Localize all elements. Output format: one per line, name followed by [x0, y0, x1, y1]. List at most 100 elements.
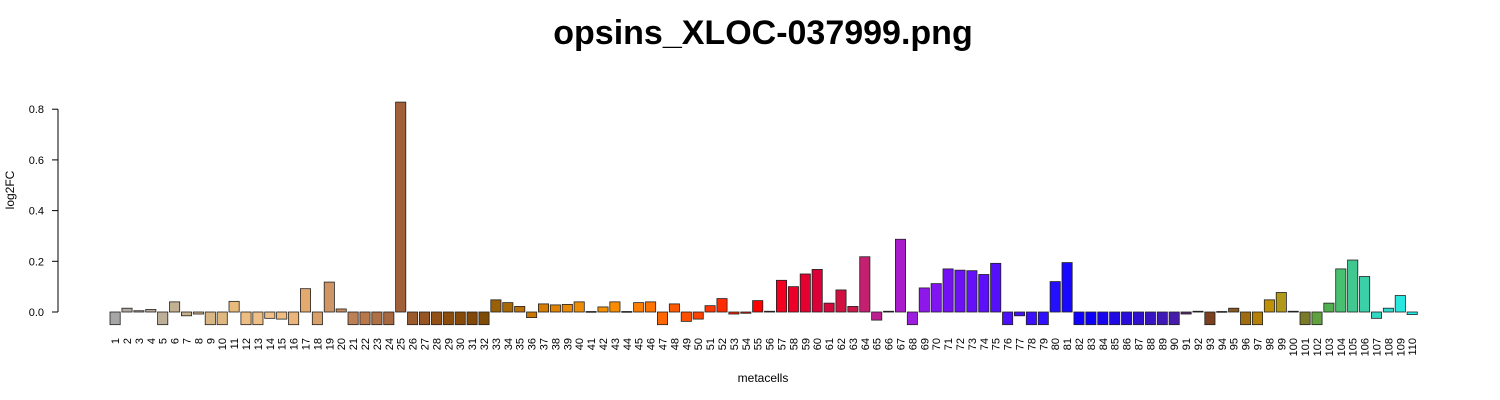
y-tick-label: 0.6	[29, 155, 44, 167]
x-tick-label: 44	[622, 338, 634, 350]
x-tick-label: 58	[788, 338, 800, 350]
x-tick-label: 101	[1300, 338, 1312, 356]
bar-metacell-12	[240, 311, 252, 326]
x-tick-label: 25	[396, 338, 408, 350]
bar-metacell-68	[906, 311, 918, 326]
x-tick-label: 52	[717, 338, 729, 350]
bar-metacell-105	[1347, 259, 1359, 313]
x-tick-label: 31	[467, 338, 479, 350]
x-tick-label: 67	[896, 338, 908, 350]
x-tick-label: 80	[1050, 338, 1062, 350]
bar-metacell-15	[276, 311, 288, 320]
bar-metacell-53	[728, 311, 740, 315]
x-tick-label: 10	[217, 338, 229, 350]
bar-metacell-102	[1311, 311, 1323, 326]
x-tick-label: 47	[658, 338, 670, 350]
x-tick-label: 105	[1348, 338, 1360, 356]
x-tick-label: 108	[1383, 338, 1395, 356]
x-tick-label: 102	[1312, 338, 1324, 356]
y-tick-label: 0.4	[29, 206, 44, 218]
bar-metacell-87	[1133, 311, 1145, 326]
bar-metacell-31	[466, 311, 478, 326]
x-tick-label: 110	[1407, 338, 1419, 356]
bar-metacell-109	[1394, 295, 1406, 313]
x-tick-label: 27	[420, 338, 432, 350]
x-tick-label: 84	[1098, 338, 1110, 350]
bar-metacell-36	[526, 311, 538, 318]
bar-metacell-69	[918, 287, 930, 313]
x-tick-label: 89	[1157, 338, 1169, 350]
bar-metacell-14	[264, 311, 276, 319]
x-tick-label: 4	[146, 338, 158, 344]
x-tick-label: 18	[312, 338, 324, 350]
bar-metacell-80	[1049, 281, 1061, 313]
x-tick-label: 87	[1134, 338, 1146, 350]
x-tick-label: 92	[1193, 338, 1205, 350]
bar-metacell-43	[609, 301, 621, 313]
bar-metacell-13	[252, 311, 264, 326]
x-tick-label: 93	[1205, 338, 1217, 350]
y-tick-label: 0.8	[29, 104, 44, 116]
x-tick-label: 94	[1217, 338, 1229, 350]
y-tick-label: 0.0	[29, 307, 44, 319]
bar-metacell-16	[288, 311, 300, 326]
x-tick-label: 75	[991, 338, 1003, 350]
x-tick-label: 90	[1169, 338, 1181, 350]
bar-metacell-22	[359, 311, 371, 326]
bar-metacell-19	[323, 281, 335, 313]
x-tick-label: 68	[907, 338, 919, 350]
bar-metacell-32	[478, 311, 490, 326]
bar-metacell-108	[1382, 307, 1394, 313]
bar-metacell-57	[776, 279, 788, 313]
x-tick-label: 56	[765, 338, 777, 350]
y-tick-label: 0.2	[29, 256, 44, 268]
x-tick-label: 2	[122, 338, 134, 344]
bar-metacell-20	[335, 308, 347, 313]
x-tick-label: 41	[586, 338, 598, 350]
bar-metacell-50	[692, 311, 704, 320]
bar-metacell-71	[942, 268, 954, 313]
x-tick-label: 20	[336, 338, 348, 350]
x-tick-label: 38	[550, 338, 562, 350]
x-tick-label: 107	[1372, 338, 1384, 356]
bar-metacell-62	[835, 289, 847, 313]
x-tick-label: 24	[384, 338, 396, 350]
x-tick-label: 61	[824, 338, 836, 350]
bar-metacell-38	[549, 304, 561, 313]
x-tick-label: 73	[967, 338, 979, 350]
x-tick-label: 36	[527, 338, 539, 350]
bar-metacell-79	[1037, 311, 1049, 326]
bar-metacell-61	[823, 302, 835, 313]
x-tick-label: 57	[777, 338, 789, 350]
x-tick-label: 104	[1336, 338, 1348, 356]
x-tick-label: 35	[515, 338, 527, 350]
x-tick-label: 7	[182, 338, 194, 344]
x-tick-label: 95	[1229, 338, 1241, 350]
x-tick-label: 85	[1110, 338, 1122, 350]
bar-metacell-65	[871, 311, 883, 321]
bar-metacell-97	[1252, 311, 1264, 326]
bar-metacell-93	[1204, 311, 1216, 326]
bar-metacell-37	[538, 303, 550, 313]
x-tick-label: 26	[408, 338, 420, 350]
bar-metacell-44	[621, 311, 633, 313]
x-tick-label: 63	[848, 338, 860, 350]
bar-metacell-42	[597, 306, 609, 313]
x-tick-label: 53	[729, 338, 741, 350]
x-tick-label: 46	[646, 338, 658, 350]
bar-metacell-89	[1156, 311, 1168, 326]
bar-metacell-92	[1192, 310, 1204, 313]
x-tick-label: 14	[265, 338, 277, 350]
y-axis-label: log2FC	[3, 170, 17, 209]
bar-metacell-49	[680, 311, 692, 322]
x-tick-label: 8	[193, 338, 205, 344]
bar-metacell-70	[930, 283, 942, 313]
x-tick-label: 96	[1241, 338, 1253, 350]
x-tick-labels: 1 2 3 4 5 6 7 8 9 10 11 12 13 14 15 16 17 18 19 20 21 22 23 24 2…	[110, 338, 1419, 356]
bar-metacell-99	[1275, 292, 1287, 313]
bar-metacell-8	[192, 311, 204, 315]
x-tick-label: 17	[301, 338, 313, 350]
x-tick-label: 66	[884, 338, 896, 350]
x-tick-label: 29	[443, 338, 455, 350]
